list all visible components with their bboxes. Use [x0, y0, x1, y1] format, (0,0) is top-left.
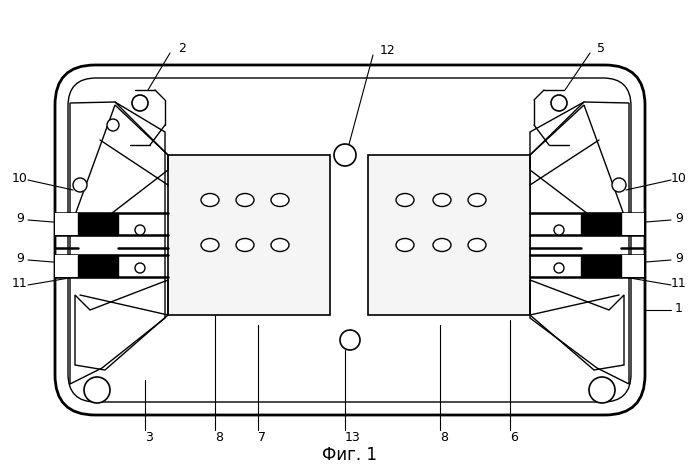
Circle shape: [135, 263, 145, 273]
Circle shape: [612, 178, 626, 192]
Circle shape: [554, 263, 564, 273]
Text: 11: 11: [12, 277, 28, 289]
Ellipse shape: [271, 194, 289, 206]
Text: 1: 1: [675, 302, 683, 315]
Text: 2: 2: [178, 41, 186, 54]
Circle shape: [334, 144, 356, 166]
Ellipse shape: [433, 239, 451, 251]
Text: 13: 13: [345, 431, 361, 444]
Bar: [621, 213, 644, 235]
Bar: [168, 155, 330, 315]
Ellipse shape: [468, 239, 486, 251]
Ellipse shape: [201, 194, 219, 206]
Circle shape: [84, 377, 110, 403]
Text: 9: 9: [675, 251, 683, 265]
Bar: [78, 213, 118, 235]
Bar: [581, 213, 621, 235]
Circle shape: [73, 178, 87, 192]
Circle shape: [340, 330, 360, 350]
Text: 10: 10: [12, 172, 28, 184]
Bar: [621, 255, 644, 277]
Text: 8: 8: [440, 431, 448, 444]
Text: 9: 9: [16, 251, 24, 265]
Circle shape: [551, 95, 567, 111]
Circle shape: [589, 377, 615, 403]
Circle shape: [107, 119, 119, 131]
Ellipse shape: [201, 239, 219, 251]
Circle shape: [135, 225, 145, 235]
FancyBboxPatch shape: [55, 65, 645, 415]
Circle shape: [132, 95, 148, 111]
Bar: [78, 255, 118, 277]
Text: 9: 9: [675, 212, 683, 225]
Ellipse shape: [396, 194, 414, 206]
Circle shape: [554, 225, 564, 235]
Bar: [55, 255, 78, 277]
Text: Фиг. 1: Фиг. 1: [322, 446, 377, 464]
Text: 11: 11: [671, 277, 687, 289]
Ellipse shape: [468, 194, 486, 206]
Ellipse shape: [236, 194, 254, 206]
Text: 8: 8: [215, 431, 223, 444]
Ellipse shape: [271, 239, 289, 251]
Ellipse shape: [433, 194, 451, 206]
Text: 10: 10: [671, 172, 687, 184]
Text: 9: 9: [16, 212, 24, 225]
Text: 6: 6: [510, 431, 518, 444]
Text: 12: 12: [380, 44, 396, 56]
Ellipse shape: [236, 239, 254, 251]
Text: 7: 7: [258, 431, 266, 444]
Bar: [55, 213, 78, 235]
Bar: [581, 255, 621, 277]
Bar: [368, 155, 530, 315]
Ellipse shape: [396, 239, 414, 251]
Text: 3: 3: [145, 431, 153, 444]
Text: 5: 5: [597, 41, 605, 54]
